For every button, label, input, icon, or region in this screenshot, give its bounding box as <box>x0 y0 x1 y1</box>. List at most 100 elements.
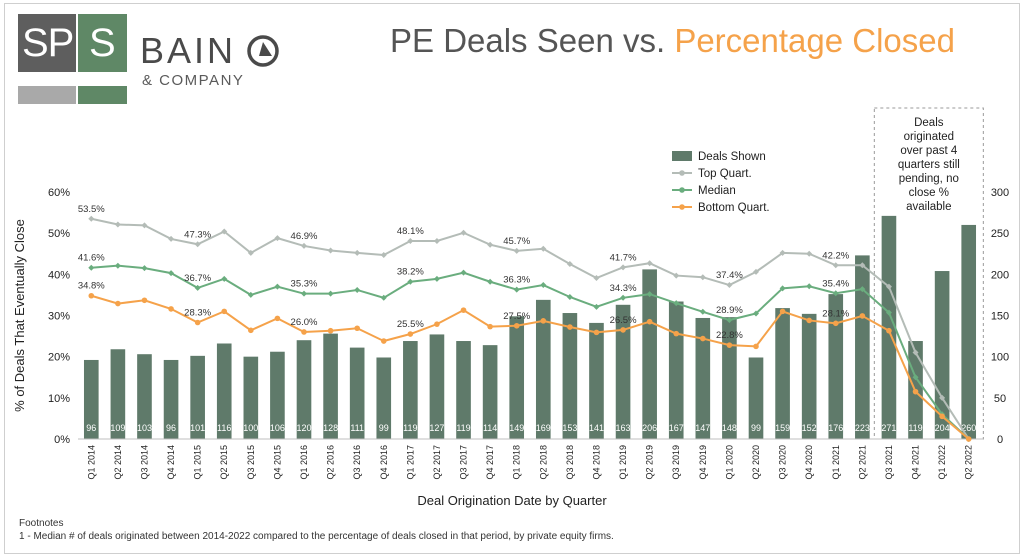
bottom-quart-point <box>327 327 334 334</box>
top-quart-point <box>939 394 946 401</box>
bottom-quart-point <box>886 327 892 334</box>
pending-callout-text: Deals <box>914 117 944 129</box>
x-axis-title: Deal Origination Date by Quarter <box>417 493 607 508</box>
median-point <box>380 294 387 301</box>
bar-deals-shown <box>110 349 126 439</box>
bar-value-label: 119 <box>908 423 922 433</box>
bottom-quart-point <box>354 325 360 332</box>
bar-value-label: 176 <box>828 423 843 433</box>
pending-callout-text: originated <box>904 131 955 143</box>
bar-deals-shown <box>163 359 179 439</box>
x-tick-label: Q4 2016 <box>379 445 389 480</box>
logo-square-green <box>78 14 127 72</box>
median-point <box>540 282 547 289</box>
top-quart-point <box>646 260 653 267</box>
median-point <box>699 308 706 315</box>
top-quart-point <box>354 249 361 256</box>
pe-deals-chart: 0% 10% 20% 30% 40% 50% 60% 0 50 100 150 200 250 300 % … <box>12 107 1009 480</box>
median-point <box>114 262 121 269</box>
x-tick-label: Q2 2016 <box>326 445 336 480</box>
bar-value-label: 167 <box>669 423 684 433</box>
bar-value-label: 204 <box>935 423 950 433</box>
bottom-quart-point <box>700 335 706 342</box>
median-point <box>779 285 786 292</box>
x-tick-label: Q4 2015 <box>272 445 282 480</box>
bottom-quart-point <box>593 329 600 336</box>
pending-callout-text: close % <box>909 187 949 199</box>
data-label: 26.0% <box>291 317 318 328</box>
median-point <box>566 293 573 300</box>
y2-tick-label: 100 <box>991 352 1009 364</box>
x-tick-label: Q2 2014 <box>113 445 123 480</box>
top-quart-point <box>620 264 627 271</box>
y2-tick-label: 150 <box>991 311 1009 323</box>
median-point <box>885 309 892 316</box>
bar-deals-shown <box>137 354 152 439</box>
y-tick-label: 10% <box>48 393 70 405</box>
legend-label: Bottom Quart. <box>698 202 770 214</box>
x-tick-label: Q3 2018 <box>565 445 575 480</box>
top-quart-point <box>141 222 148 229</box>
y-tick-label: 20% <box>48 352 70 364</box>
bar-value-label: 169 <box>536 423 551 433</box>
bar-value-label: 100 <box>243 423 258 433</box>
legend-label: Top Quart. <box>698 168 752 180</box>
data-label: 34.3% <box>610 283 637 294</box>
y-axis-title: % of Deals That Eventually Close <box>12 219 27 412</box>
data-label: 42.2% <box>822 250 849 261</box>
bottom-quart-point <box>567 324 573 330</box>
legend-label: Median <box>698 185 736 197</box>
bar-value-label: 152 <box>802 423 817 433</box>
x-tick-label: Q3 2019 <box>671 445 681 480</box>
data-label: 36.3% <box>503 275 530 286</box>
top-quart-point <box>859 262 866 269</box>
y2-tick-label: 200 <box>991 269 1009 281</box>
x-tick-label: Q4 2018 <box>591 445 601 480</box>
bar-value-label: 96 <box>86 423 96 433</box>
median-point <box>673 300 680 307</box>
title-part-1: PE Deals Seen vs. <box>390 22 666 59</box>
bar-value-label: 109 <box>110 423 125 433</box>
median-point <box>620 294 627 301</box>
bar-deals-shown <box>349 347 365 439</box>
median-point <box>141 265 148 272</box>
bottom-quart-point <box>274 315 281 322</box>
bar-value-label: 116 <box>217 423 231 433</box>
bar-value-label: 127 <box>429 423 444 433</box>
logo-text-sp: SP <box>22 21 74 65</box>
x-tick-label: Q4 2014 <box>166 445 176 480</box>
bar-deals-shown <box>509 316 525 439</box>
bottom-quart-point <box>460 307 467 313</box>
data-label: 41.6% <box>78 253 105 264</box>
logo-bar-gray <box>18 86 76 104</box>
x-tick-label: Q4 2021 <box>911 445 921 480</box>
bar-deals-shown <box>562 313 578 439</box>
median-point <box>354 286 361 293</box>
top-quart-point <box>274 235 281 242</box>
bottom-quart-point <box>646 318 653 325</box>
median-point <box>912 374 919 381</box>
median-point <box>726 317 733 324</box>
top-quart-point <box>247 249 254 256</box>
bar-deals-shown <box>296 340 312 439</box>
bar-value-label: 119 <box>403 423 417 433</box>
y2-tick-label: 300 <box>991 187 1009 199</box>
top-quart-point <box>779 249 786 256</box>
x-tick-label: Q1 2016 <box>299 445 309 480</box>
bar-deals-shown <box>376 357 392 439</box>
top-quart-point <box>832 262 839 269</box>
bar-value-label: 103 <box>137 423 152 433</box>
bar-value-label: 96 <box>166 423 176 433</box>
bar-deals-shown <box>482 345 498 439</box>
top-quart-point <box>753 268 759 275</box>
bar-deals-shown <box>216 343 232 439</box>
bain-wordmark: BAIN <box>140 30 237 71</box>
bar-value-label: 153 <box>562 423 577 433</box>
x-tick-label: Q4 2017 <box>485 445 495 480</box>
top-quart-point <box>407 237 414 244</box>
data-label: 38.2% <box>397 267 424 278</box>
top-quart-point <box>194 241 201 248</box>
median-point <box>646 291 653 298</box>
bar-value-label: 271 <box>881 423 896 433</box>
bar-value-label: 149 <box>509 423 524 433</box>
